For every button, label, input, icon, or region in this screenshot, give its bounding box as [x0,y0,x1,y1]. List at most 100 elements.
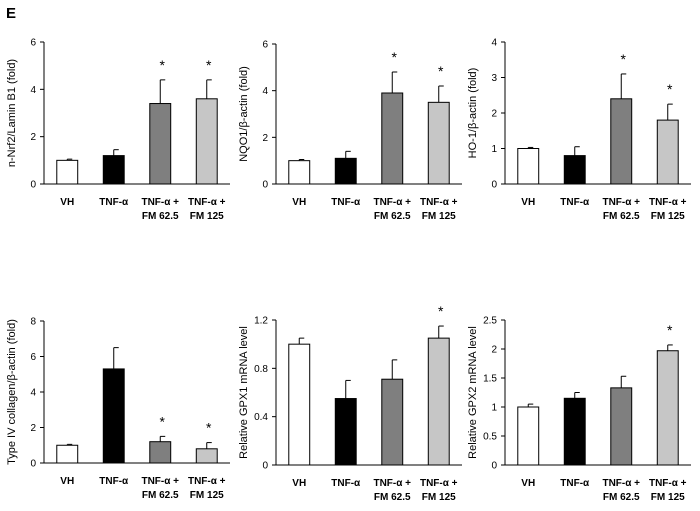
panel-label: E [6,5,16,22]
bar [381,378,404,466]
x-category-label: FM 125 [190,211,224,222]
y-tick-label: 2 [30,423,36,434]
x-category-label: TNF-α + [649,478,687,489]
x-category-label: TNF-α + [141,476,179,487]
x-category-label: TNF-α [560,197,590,208]
x-category-label: TNF-α + [141,197,179,208]
x-category-label: TNF-α + [188,476,226,487]
significance-marker: * [438,303,444,319]
bar [610,387,633,466]
y-tick-label: 4 [491,38,497,49]
significance-marker: * [206,57,212,73]
chart-6: 0 0.5 1 1.5 2 2.5 Relative GPX2 mRNA level VH TN… [467,316,691,503]
x-category-label: FM 62.5 [142,211,179,222]
bar [427,337,450,466]
bar [288,160,311,185]
y-tick-label: 2 [262,133,268,144]
bar [334,398,357,466]
y-tick-label: 2 [491,109,497,120]
y-tick-label: 0.5 [483,432,497,443]
y-tick-label: 8 [30,317,36,328]
significance-marker: * [438,63,444,79]
chart-2: 0 2 4 6 NQO1/β-actin (fold) VH TNF-α * TNF-α + FM… [238,40,462,222]
bar [102,155,125,185]
y-tick-label: 0.4 [254,412,268,423]
bar [563,397,586,466]
bar [610,98,633,185]
bar [427,101,450,185]
y-tick-label: 0 [491,180,497,191]
y-axis-label: NQO1/β-actin (fold) [238,66,250,162]
y-tick-label: 0 [262,180,268,191]
x-category-label: TNF-α [331,197,361,208]
y-axis-label: Relative GPX1 mRNA level [238,326,250,459]
x-category-label: FM 62.5 [374,211,411,222]
y-tick-label: 0 [30,180,36,191]
x-category-label: VH [521,197,535,208]
y-tick-label: 2.5 [483,316,497,327]
y-axis-label: Relative GPX2 mRNA level [467,326,479,459]
x-category-label: VH [292,478,306,489]
bar [102,368,125,464]
x-category-label: FM 125 [651,492,685,503]
y-tick-label: 2 [30,132,36,143]
x-category-label: FM 125 [422,492,456,503]
x-category-label: VH [292,197,306,208]
y-tick-label: 2 [491,345,497,356]
y-tick-label: 4 [262,86,268,97]
y-tick-label: 6 [30,352,36,363]
chart-4: 0 2 4 6 8 Type IV collagen/β-actin (fold) VH TN… [6,317,230,501]
bar [56,159,79,185]
y-tick-label: 0 [262,461,268,472]
bar [656,119,679,185]
bar [656,350,679,466]
y-tick-label: 0 [491,461,497,472]
bar [195,448,218,464]
x-category-label: VH [521,478,535,489]
y-tick-label: 1.5 [483,374,497,385]
x-category-label: FM 62.5 [374,492,411,503]
x-category-label: TNF-α + [649,197,687,208]
y-tick-label: 4 [30,85,36,96]
x-category-label: TNF-α [99,476,129,487]
bar [517,148,540,185]
chart-5: 0 0.4 0.8 1.2 Relative GPX1 mRNA level VH TNF-… [238,303,462,503]
charts-container: 0 2 4 6 n-Nrf2/Lamin B1 (fold) VH TNF-α * TNF-α … [6,38,691,503]
x-category-label: TNF-α [331,478,361,489]
x-category-label: TNF-α + [602,197,640,208]
significance-marker: * [667,81,673,97]
chart-3: 0 1 2 3 4 HO-1/β-actin (fold) VH TNF-α * TNF-α + F… [467,38,691,222]
bar [149,441,172,464]
x-category-label: FM 125 [651,211,685,222]
x-category-label: TNF-α + [373,197,411,208]
x-category-label: FM 62.5 [603,492,640,503]
y-tick-label: 0 [30,459,36,470]
significance-marker: * [206,420,212,436]
significance-marker: * [392,49,398,65]
x-category-label: TNF-α + [373,478,411,489]
x-category-label: FM 62.5 [603,211,640,222]
x-category-label: TNF-α + [188,197,226,208]
bar [195,98,218,185]
y-tick-label: 3 [491,73,497,84]
bar [334,157,357,185]
y-tick-label: 1 [491,144,497,155]
significance-marker: * [667,322,673,338]
x-category-label: FM 125 [190,490,224,501]
x-category-label: FM 125 [422,211,456,222]
bar [56,444,79,464]
y-tick-label: 0.8 [254,364,268,375]
y-axis-label: n-Nrf2/Lamin B1 (fold) [6,59,18,167]
x-category-label: TNF-α + [420,197,458,208]
y-tick-label: 6 [262,40,268,51]
y-axis-label: Type IV collagen/β-actin (fold) [6,319,18,465]
significance-marker: * [160,57,166,73]
x-category-label: TNF-α + [420,478,458,489]
x-category-label: VH [60,197,74,208]
y-tick-label: 6 [30,38,36,49]
bar [149,103,172,185]
x-category-label: FM 62.5 [142,490,179,501]
significance-marker: * [621,51,627,67]
y-tick-label: 1 [491,403,497,414]
